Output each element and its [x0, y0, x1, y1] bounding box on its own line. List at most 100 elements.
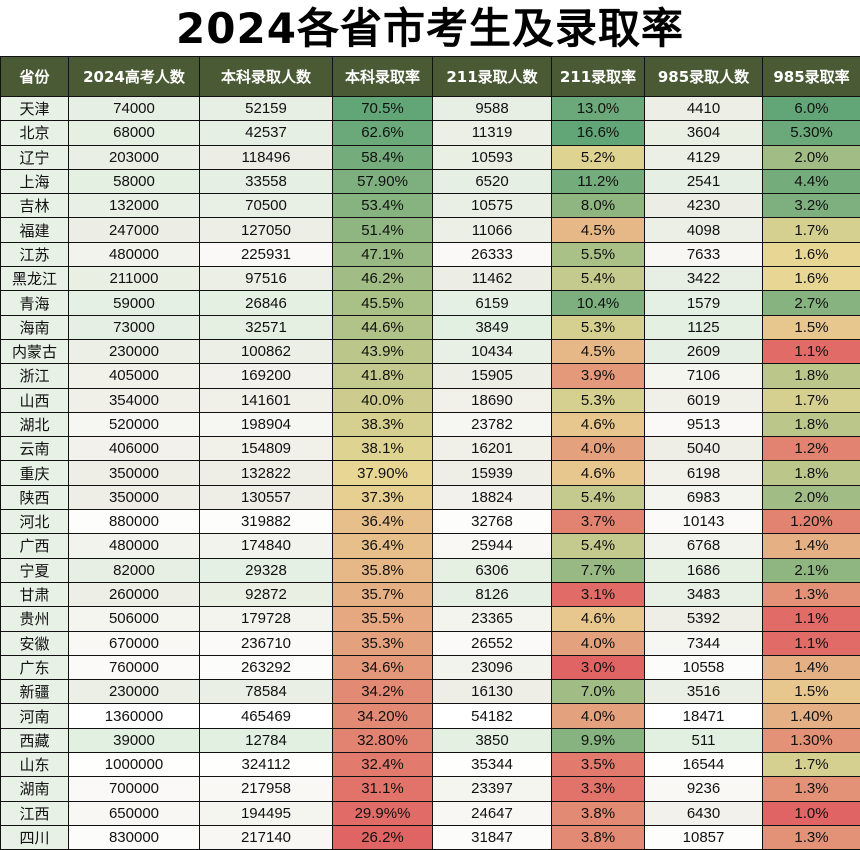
cell-985-rate: 1.3% — [762, 581, 860, 608]
cell-985-rate: 1.20% — [762, 509, 860, 535]
cell-bachelor-rate: 38.1% — [332, 436, 433, 462]
column-header-province: 省份 — [0, 56, 69, 97]
table-row: 新疆 230000 78584 34.2% 16130 7.0% 3516 1.5% — [0, 679, 860, 705]
cell-exam-takers: 58000 — [68, 168, 200, 195]
header-row: 省份 2024高考人数 本科录取人数 本科录取率 211录取人数 211录取率 985录取人… — [0, 56, 860, 97]
cell-985-rate: 1.6% — [762, 241, 860, 268]
table-row: 吉林 132000 70500 53.4% 10575 8.0% 4230 3.2% — [0, 193, 860, 219]
cell-211-rate: 4.5% — [551, 217, 645, 243]
table-row: 北京 68000 42537 62.6% 11319 16.6% 3604 5.30% — [0, 120, 860, 146]
cell-bachelor-admitted: 132822 — [199, 460, 333, 486]
cell-985-admitted: 7344 — [644, 630, 763, 656]
cell-211-admitted: 26333 — [432, 241, 552, 268]
table-row: 宁夏 82000 29328 35.8% 6306 7.7% 1686 2.1% — [0, 557, 860, 583]
cell-bachelor-rate: 45.5% — [332, 290, 433, 316]
cell-province: 湖南 — [0, 776, 69, 802]
cell-985-admitted: 3483 — [644, 581, 763, 608]
table-row: 安徽 670000 236710 35.3% 26552 4.0% 7344 1.1% — [0, 630, 860, 656]
cell-985-rate: 1.1% — [762, 630, 860, 656]
cell-211-admitted: 35344 — [432, 752, 552, 778]
cell-bachelor-rate: 35.5% — [332, 606, 433, 632]
cell-bachelor-admitted: 33558 — [199, 168, 333, 195]
table-row: 重庆 350000 132822 37.90% 15939 4.6% 6198 1.8% — [0, 460, 860, 486]
table-row: 浙江 405000 169200 41.8% 15905 3.9% 7106 1.8% — [0, 363, 860, 389]
cell-211-rate: 11.2% — [551, 168, 645, 195]
table-row: 贵州 506000 179728 35.5% 23365 4.6% 5392 1.1% — [0, 606, 860, 632]
cell-province: 海南 — [0, 314, 69, 340]
cell-211-admitted: 6520 — [432, 168, 552, 195]
cell-province: 云南 — [0, 436, 69, 462]
cell-985-rate: 1.7% — [762, 387, 860, 413]
cell-985-admitted: 6983 — [644, 484, 763, 511]
cell-bachelor-rate: 36.4% — [332, 533, 433, 559]
cell-bachelor-admitted: 141601 — [199, 387, 333, 413]
cell-211-admitted: 10593 — [432, 144, 552, 170]
cell-bachelor-admitted: 198904 — [199, 411, 333, 438]
cell-211-admitted: 15939 — [432, 460, 552, 486]
table-row: 云南 406000 154809 38.1% 16201 4.0% 5040 1.2% — [0, 436, 860, 462]
table-row: 青海 59000 26846 45.5% 6159 10.4% 1579 2.7% — [0, 290, 860, 316]
cell-985-rate: 1.3% — [762, 776, 860, 802]
cell-province: 福建 — [0, 217, 69, 243]
cell-bachelor-rate: 47.1% — [332, 241, 433, 268]
cell-province: 新疆 — [0, 679, 69, 705]
cell-985-rate: 1.4% — [762, 533, 860, 559]
cell-exam-takers: 670000 — [68, 630, 200, 656]
column-header-exam-takers: 2024高考人数 — [68, 56, 200, 97]
cell-985-rate: 4.4% — [762, 168, 860, 195]
column-header-211-rate: 211录取率 — [551, 56, 645, 97]
cell-exam-takers: 82000 — [68, 557, 200, 583]
cell-211-admitted: 24647 — [432, 800, 552, 826]
cell-bachelor-admitted: 118496 — [199, 144, 333, 170]
cell-211-rate: 4.0% — [551, 436, 645, 462]
cell-bachelor-admitted: 179728 — [199, 606, 333, 632]
cell-211-admitted: 23782 — [432, 411, 552, 438]
cell-211-rate: 3.8% — [551, 800, 645, 826]
cell-bachelor-rate: 43.9% — [332, 338, 433, 365]
table-row: 天津 74000 52159 70.5% 9588 13.0% 4410 6.0% — [0, 95, 860, 122]
cell-bachelor-rate: 41.8% — [332, 363, 433, 389]
cell-211-admitted: 32768 — [432, 509, 552, 535]
cell-985-admitted: 6768 — [644, 533, 763, 559]
cell-bachelor-admitted: 29328 — [199, 557, 333, 583]
cell-211-rate: 3.9% — [551, 363, 645, 389]
column-header-211-admitted: 211录取人数 — [432, 56, 552, 97]
cell-985-rate: 1.40% — [762, 703, 860, 729]
cell-211-admitted: 26552 — [432, 630, 552, 656]
cell-985-admitted: 4098 — [644, 217, 763, 243]
cell-bachelor-rate: 32.80% — [332, 727, 433, 754]
cell-985-admitted: 6019 — [644, 387, 763, 413]
cell-985-rate: 1.4% — [762, 654, 860, 681]
cell-211-admitted: 15905 — [432, 363, 552, 389]
cell-985-rate: 1.7% — [762, 217, 860, 243]
cell-province: 河南 — [0, 703, 69, 729]
cell-exam-takers: 350000 — [68, 484, 200, 511]
cell-province: 安徽 — [0, 630, 69, 656]
cell-bachelor-admitted: 52159 — [199, 95, 333, 122]
cell-211-admitted: 3849 — [432, 314, 552, 340]
cell-985-admitted: 6430 — [644, 800, 763, 826]
cell-985-admitted: 16544 — [644, 752, 763, 778]
cell-985-admitted: 1686 — [644, 557, 763, 583]
cell-985-admitted: 5392 — [644, 606, 763, 632]
cell-985-rate: 1.8% — [762, 363, 860, 389]
cell-211-admitted: 18690 — [432, 387, 552, 413]
table-row: 福建 247000 127050 51.4% 11066 4.5% 4098 1.7% — [0, 217, 860, 243]
cell-211-admitted: 18824 — [432, 484, 552, 511]
cell-211-admitted: 31847 — [432, 824, 552, 850]
cell-985-rate: 1.7% — [762, 752, 860, 778]
cell-exam-takers: 68000 — [68, 120, 200, 146]
cell-985-admitted: 1125 — [644, 314, 763, 340]
table-row: 湖南 700000 217958 31.1% 23397 3.3% 9236 1.3% — [0, 776, 860, 802]
cell-bachelor-admitted: 263292 — [199, 654, 333, 681]
cell-bachelor-rate: 26.2% — [332, 824, 433, 850]
cell-bachelor-admitted: 324112 — [199, 752, 333, 778]
cell-bachelor-admitted: 130557 — [199, 484, 333, 511]
cell-bachelor-rate: 32.4% — [332, 752, 433, 778]
cell-bachelor-rate: 34.20% — [332, 703, 433, 729]
cell-province: 四川 — [0, 824, 69, 850]
cell-bachelor-admitted: 194495 — [199, 800, 333, 826]
cell-bachelor-rate: 40.0% — [332, 387, 433, 413]
cell-211-admitted: 23397 — [432, 776, 552, 802]
cell-exam-takers: 73000 — [68, 314, 200, 340]
